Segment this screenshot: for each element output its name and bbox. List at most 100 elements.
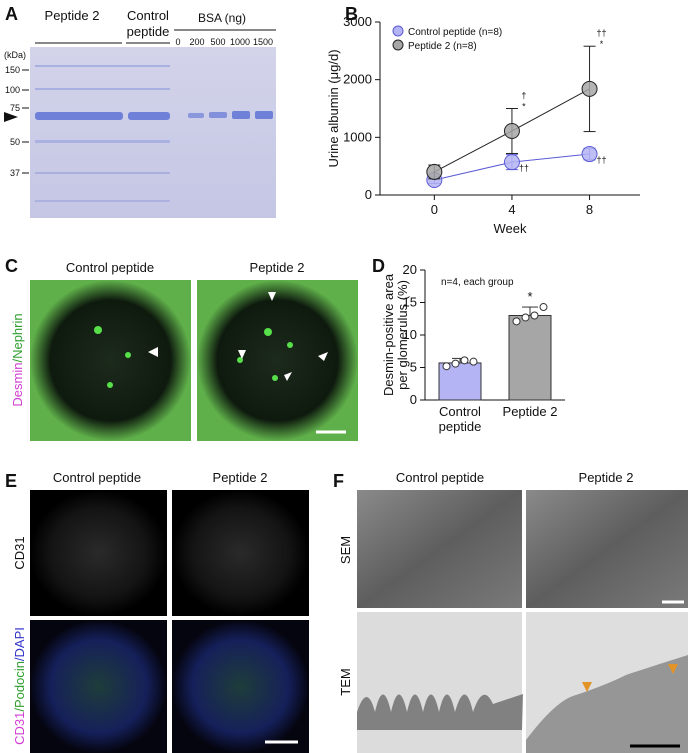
image-title: Control peptide: [53, 470, 141, 485]
lane-label: 200: [189, 37, 204, 47]
significance: *: [600, 39, 604, 49]
x-tick-label: 8: [586, 202, 593, 217]
lane-label: 1500: [253, 37, 273, 47]
stain-label: CD31/Podocin/DAPI: [12, 627, 27, 745]
image-detail: [357, 694, 523, 730]
data-point: [460, 356, 469, 365]
stain-part: /Nephrin: [10, 313, 25, 362]
data-point: [521, 313, 530, 322]
micrograph: [357, 612, 522, 753]
row-label: TEM: [338, 668, 353, 695]
stain-part: /DAPI: [12, 627, 27, 661]
data-point: [539, 303, 548, 312]
marker-label: 100: [5, 85, 20, 95]
y-tick-label: 3000: [343, 14, 372, 29]
panel-label: F: [333, 471, 344, 491]
significance: *: [522, 102, 526, 112]
y-axis-title: Urine albumin (μg/d): [326, 49, 341, 167]
x-tick-label: 4: [508, 202, 515, 217]
y-tick-label: 2000: [343, 72, 372, 87]
y-axis-title: per glomerulus (%): [395, 280, 410, 390]
panel-label: E: [5, 471, 17, 491]
stain-part: /Podocin: [12, 661, 27, 712]
y-tick-label: 20: [403, 262, 417, 277]
x-tick-label: Control: [439, 404, 481, 419]
image-title: Peptide 2: [250, 260, 305, 275]
image-title: Control peptide: [66, 260, 154, 275]
marker: [503, 154, 520, 171]
panel-label: C: [5, 256, 18, 276]
lane-group: peptide: [127, 24, 170, 39]
x-tick-label: Peptide 2: [503, 404, 558, 419]
significance: ††: [597, 155, 607, 165]
gel-bands: [35, 65, 273, 202]
marker-label: 75: [10, 103, 20, 113]
image-title: Peptide 2: [213, 470, 268, 485]
legend-marker: [392, 25, 404, 37]
y-tick-label: 0: [365, 187, 372, 202]
stain-label: CD31: [12, 536, 27, 569]
arrowhead: [4, 112, 18, 122]
significance: *: [527, 289, 532, 304]
marker-label: 50: [10, 137, 20, 147]
panel-label: B: [345, 4, 358, 24]
image-title: Control peptide: [396, 470, 484, 485]
x-tick-label: peptide: [439, 419, 482, 434]
image-title: Peptide 2: [579, 470, 634, 485]
panel-label: A: [5, 4, 18, 24]
micrograph: [30, 490, 167, 616]
legend-marker: [392, 39, 404, 51]
significance: ††: [597, 28, 607, 38]
stain-label: Desmin/Nephrin: [10, 313, 25, 406]
y-tick-label: 5: [410, 360, 417, 375]
legend-label: Control peptide (n=8): [408, 27, 502, 38]
lane-group: BSA (ng): [198, 11, 246, 25]
gel-image: [30, 47, 276, 218]
note: n=4, each group: [441, 277, 514, 288]
image-detail: [94, 326, 293, 388]
data-point: [442, 362, 451, 371]
y-tick-label: 10: [403, 327, 417, 342]
micrograph: [197, 280, 358, 441]
x-axis-title: Week: [494, 221, 527, 236]
y-axis-title: Desmin-positive area: [381, 273, 396, 396]
data-point: [469, 357, 478, 366]
image-detail: [526, 655, 688, 753]
marker: [503, 122, 520, 139]
micrograph: [30, 620, 167, 753]
unit-label: (kDa): [4, 50, 26, 60]
marker-label: 150: [5, 65, 20, 75]
marker: [581, 146, 598, 163]
data-point: [530, 311, 539, 320]
marker: [426, 163, 443, 180]
micrograph: [357, 490, 522, 608]
lane-group: Peptide 2: [45, 8, 100, 23]
data-point: [512, 317, 521, 326]
micrograph: [172, 490, 309, 616]
y-tick-label: 0: [410, 392, 417, 407]
arrowhead: [582, 664, 678, 692]
legend-label: Peptide 2 (n=8): [408, 41, 477, 52]
panel-label: D: [372, 256, 385, 276]
x-tick-label: 0: [431, 202, 438, 217]
lane-group: Control: [127, 8, 169, 23]
micrograph: [172, 620, 309, 753]
row-label: SEM: [338, 536, 353, 564]
lane-label: 0: [175, 37, 180, 47]
significance: †: [521, 91, 526, 101]
micrograph: [30, 280, 191, 441]
lane-label: 500: [210, 37, 225, 47]
significance: ††: [519, 163, 529, 173]
arrowhead: [148, 292, 328, 381]
y-tick-label: 15: [403, 295, 417, 310]
y-tick-label: 1000: [343, 129, 372, 144]
stain-part: Desmin: [10, 363, 25, 407]
micrograph: [526, 490, 688, 608]
marker-label: 37: [10, 168, 20, 178]
marker: [581, 80, 598, 97]
data-point: [451, 359, 460, 368]
lane-label: 1000: [230, 37, 250, 47]
bar: [508, 315, 552, 401]
stain-part: CD31: [12, 712, 27, 745]
